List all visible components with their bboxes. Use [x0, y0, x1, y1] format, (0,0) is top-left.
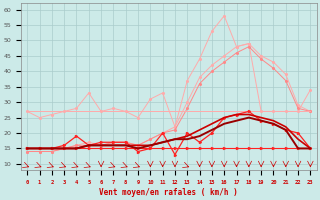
- X-axis label: Vent moyen/en rafales ( km/h ): Vent moyen/en rafales ( km/h ): [100, 188, 238, 197]
